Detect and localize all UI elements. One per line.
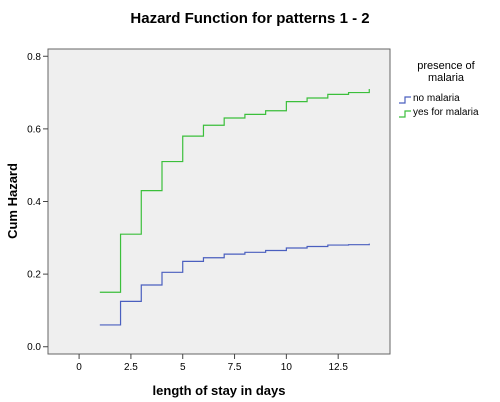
y-tick-label: 0.6 <box>27 124 41 135</box>
y-tick-label: 0.8 <box>27 52 41 63</box>
chart-title: Hazard Function for patterns 1 - 2 <box>130 10 369 27</box>
legend-swatch-no-malaria <box>399 96 411 104</box>
y-tick-label: 0.4 <box>27 197 41 208</box>
legend-title-line: malaria <box>428 72 465 84</box>
series-line-yes-for-malaria <box>99 88 370 293</box>
y-axis: 0.0 0.2 0.4 0.6 0.8 <box>27 52 48 353</box>
legend-swatch-yes-for-malaria <box>399 110 411 118</box>
legend-label-yes-for-malaria: yes for malaria <box>413 107 479 118</box>
plot-area <box>47 48 391 355</box>
x-axis-title: length of stay in days <box>153 383 286 398</box>
x-tick-label: 5 <box>180 362 186 373</box>
series-layer <box>99 88 370 326</box>
x-tick-label: 0 <box>76 362 82 373</box>
x-axis: 0 2.5 5 7.5 10 12.5 <box>76 354 348 373</box>
y-tick-label: 0.2 <box>27 270 41 281</box>
y-tick-label: 0.0 <box>27 342 41 353</box>
x-tick-label: 10 <box>281 362 293 373</box>
legend-title-line: presence of <box>417 60 475 72</box>
legend-label-no-malaria: no malaria <box>413 93 460 104</box>
series-line-no-malaria <box>99 243 370 326</box>
y-axis-title: Cum Hazard <box>5 163 20 239</box>
x-tick-label: 12.5 <box>328 362 348 373</box>
x-tick-label: 2.5 <box>124 362 138 373</box>
x-tick-label: 7.5 <box>228 362 242 373</box>
